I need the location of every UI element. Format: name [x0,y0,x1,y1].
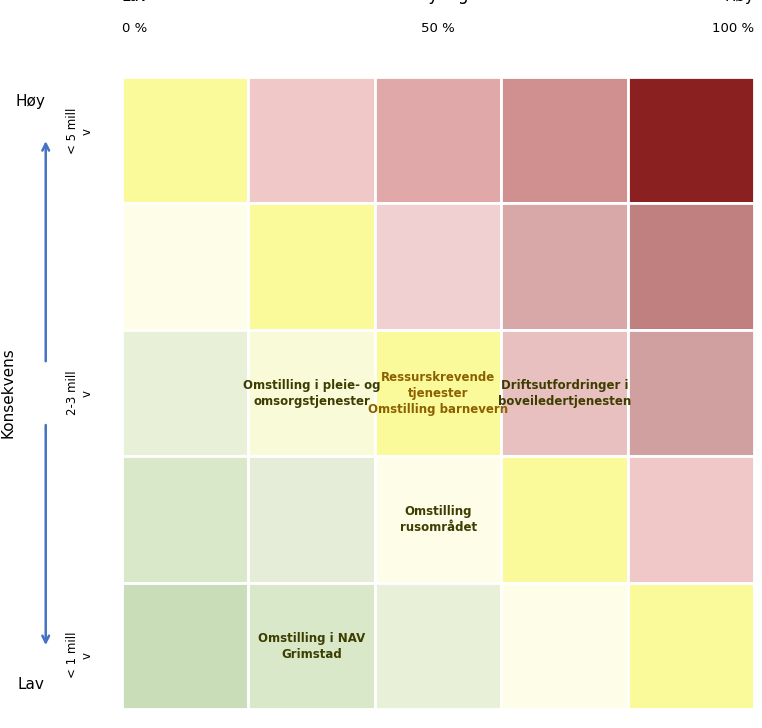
Text: Konsekvens: Konsekvens [0,348,15,438]
Text: Lav: Lav [122,0,149,4]
Bar [375,583,501,709]
Text: 2-3 mill
v: 2-3 mill v [66,371,94,416]
Text: Høy: Høy [15,95,46,109]
Text: 0 %: 0 % [122,22,147,35]
Text: Omstilling i NAV
Grimstad: Omstilling i NAV Grimstad [258,632,365,660]
Text: 50 %: 50 % [421,22,455,35]
Bar [122,330,248,456]
Bar [375,77,501,203]
Bar [375,456,501,583]
Bar [248,456,375,583]
Bar [122,203,248,330]
Bar [628,583,754,709]
Bar [375,203,501,330]
Bar [248,330,375,456]
Bar [122,456,248,583]
Text: < 5 mill
v: < 5 mill v [66,108,94,154]
Bar [628,330,754,456]
Text: Høy: Høy [725,0,754,4]
Text: Ressurskrevende
tjenester
Omstilling barnevern: Ressurskrevende tjenester Omstilling bar… [368,371,508,416]
Text: Omstilling
rusområdet: Omstilling rusområdet [399,505,477,534]
Bar [248,77,375,203]
Text: Driftsutfordringer i
boveiledertjenesten: Driftsutfordringer i boveiledertjenesten [498,379,631,408]
Bar [501,456,628,583]
Bar [628,77,754,203]
Bar [628,456,754,583]
Bar [628,203,754,330]
Text: 100 %: 100 % [712,22,754,35]
Bar [122,583,248,709]
Text: < 1 mill
v: < 1 mill v [66,632,94,678]
Bar [501,330,628,456]
Bar [248,203,375,330]
Bar [375,330,501,456]
Text: Omstilling i pleie- og
omsorgstjenester: Omstilling i pleie- og omsorgstjenester [243,379,380,408]
Bar [501,583,628,709]
Bar [122,77,248,203]
Text: Sannsynlighet: Sannsynlighet [379,0,497,4]
Bar [248,583,375,709]
Bar [501,203,628,330]
Bar [501,77,628,203]
Text: Lav: Lav [17,677,44,692]
